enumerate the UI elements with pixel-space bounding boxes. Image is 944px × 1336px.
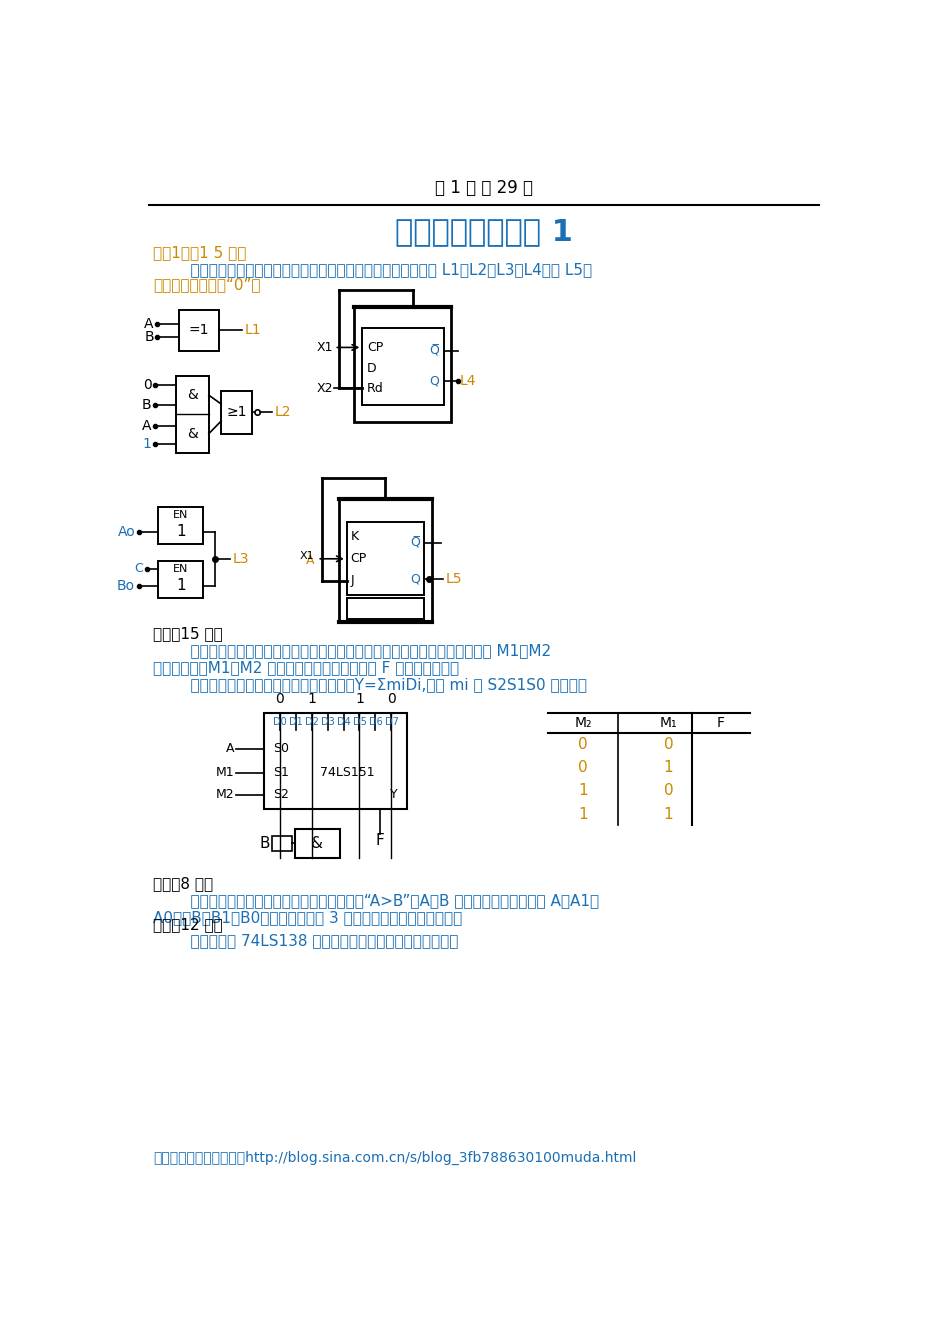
Bar [346,597,424,620]
Text: &: & [311,836,323,851]
Text: A: A [142,420,151,433]
Text: M₂: M₂ [574,716,591,731]
Text: D0: D0 [273,717,286,727]
Text: B: B [144,330,154,345]
Text: Bo: Bo [117,578,135,593]
Text: 试按步骤用 74LS138 和门电路产生如下多输出逻辑函数。: 试按步骤用 74LS138 和门电路产生如下多输出逻辑函数。 [171,934,458,949]
Text: 八选一数据选择器输出端逻辑表达式为：Y=ΣmiDi,其中 mi 是 S2S1S0 最小项。: 八选一数据选择器输出端逻辑表达式为：Y=ΣmiDi,其中 mi 是 S2S1S0… [171,677,586,692]
Text: 1: 1 [663,760,672,775]
Text: 74LS151: 74LS151 [319,767,374,779]
Text: 1: 1 [355,692,363,707]
Text: S0: S0 [273,743,289,755]
Text: D2: D2 [304,717,318,727]
Text: Q̅: Q̅ [429,345,439,358]
Text: 二．（15 分）: 二．（15 分） [153,627,223,641]
Text: A0），B（B1、B0）。要求用三个 3 输入端与门和一个或门实现。: A0），B（B1、B0）。要求用三个 3 输入端与门和一个或门实现。 [153,911,462,926]
Text: 三．（8 分）: 三．（8 分） [153,876,213,891]
Text: 一．1．（1 5 分）: 一．1．（1 5 分） [153,246,246,261]
Text: 1: 1 [176,578,186,593]
Text: D1: D1 [288,717,302,727]
Text: =1: =1 [188,323,209,338]
Text: S1: S1 [273,767,289,779]
Text: X1: X1 [299,550,313,561]
Text: D3: D3 [320,717,334,727]
Text: 1: 1 [663,807,672,822]
Bar [159,561,203,597]
Text: 0: 0 [275,692,283,707]
Bar [271,835,292,851]
Text: &: & [187,389,197,402]
Text: 第 1 页 共 29 页: 第 1 页 共 29 页 [434,179,532,196]
Text: D: D [366,362,376,374]
Text: Ao: Ao [117,525,135,538]
Text: Q: Q [410,573,420,585]
Text: 已知由八选一数据选择器组成的逻辑电路如下所示。试按步骤分析该电路在 M1、M2: 已知由八选一数据选择器组成的逻辑电路如下所示。试按步骤分析该电路在 M1、M2 [171,644,550,659]
Text: S2: S2 [273,788,289,802]
Text: 0: 0 [578,737,587,752]
Text: L2: L2 [275,406,291,420]
Text: 1: 1 [143,437,151,450]
Text: 设各触发器初态为“0”。: 设各触发器初态为“0”。 [153,278,261,293]
Text: A: A [305,553,313,566]
Bar [159,506,203,544]
Text: D6: D6 [368,717,382,727]
Text: 0: 0 [663,783,672,799]
Text: 0: 0 [578,760,587,775]
Bar [339,500,431,623]
Text: 0: 0 [663,737,672,752]
Text: A: A [226,743,234,755]
Text: CP: CP [350,552,366,565]
Bar [178,310,219,350]
Text: X2: X2 [316,382,332,394]
Text: 答案参见我的新浪博客：http://blog.sina.com.cn/s/blog_3fb788630100muda.html: 答案参见我的新浪博客：http://blog.sina.com.cn/s/blo… [153,1150,635,1165]
Text: 0: 0 [387,692,396,707]
Text: L4: L4 [460,374,476,387]
Bar [362,329,443,405]
Text: B: B [260,836,270,851]
Text: Q: Q [429,374,439,387]
Text: 试根据图示输入信号波形分别画出各电路相应的输出信号波形 L1、L2、L3、L4、和 L5。: 试根据图示输入信号波形分别画出各电路相应的输出信号波形 L1、L2、L3、L4、… [171,262,591,277]
Text: J: J [350,574,354,588]
Text: CP: CP [366,341,382,354]
Text: D7: D7 [384,717,398,727]
Text: A: A [144,317,154,331]
Bar [354,307,451,422]
Text: &: & [187,426,197,441]
Text: 四．（12 分）: 四．（12 分） [153,916,223,931]
Text: D4: D4 [336,717,350,727]
Text: K: K [350,530,359,544]
Text: Rd: Rd [366,382,383,394]
Text: 1: 1 [307,692,315,707]
Bar [295,828,340,858]
Text: B: B [142,398,151,413]
Text: 1: 1 [176,525,186,540]
Text: F: F [716,716,724,731]
Text: F: F [376,832,384,848]
Text: EN: EN [173,564,189,574]
Text: C: C [134,562,143,576]
Bar [221,391,252,434]
Text: 数字电子技术基础 1: 数字电子技术基础 1 [395,216,572,246]
Text: Q̅: Q̅ [410,536,420,549]
Bar [346,522,424,596]
Text: EN: EN [173,510,189,520]
Text: M₁: M₁ [659,716,677,731]
Text: 试按步骤设计一个组合逻辑电路，实现语句“A>B”，A、B 均为两位二进制数，即 A（A1、: 试按步骤设计一个组合逻辑电路，实现语句“A>B”，A、B 均为两位二进制数，即 … [171,894,598,908]
Text: X1: X1 [316,341,332,354]
Text: D5: D5 [352,717,366,727]
Text: 1: 1 [578,783,587,799]
Bar [177,375,209,453]
Bar [263,713,407,810]
Text: L1: L1 [244,323,261,338]
Text: Y: Y [390,788,397,802]
Text: M1: M1 [215,767,234,779]
Text: 取不同值时（M1、M2 取值情况如下表所示）输出 F 的逻辑表达式。: 取不同值时（M1、M2 取值情况如下表所示）输出 F 的逻辑表达式。 [153,660,459,675]
Text: L5: L5 [445,572,462,587]
Text: ≥1: ≥1 [227,406,246,420]
Text: L3: L3 [232,552,249,566]
Text: M2: M2 [215,788,234,802]
Text: 0: 0 [143,378,151,393]
Text: 1: 1 [578,807,587,822]
